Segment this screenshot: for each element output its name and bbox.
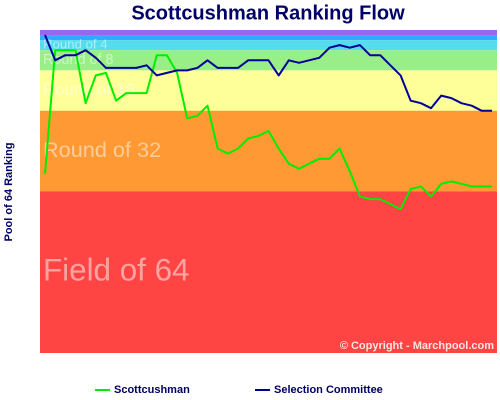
band-label: Round of 32 — [43, 137, 161, 162]
legend-label: Scottcushman — [114, 384, 190, 396]
copyright: © Copyright - Marchpool.com — [340, 340, 494, 352]
series-line — [44, 49, 492, 211]
band — [40, 110, 497, 192]
chart-title: Scottcushman Ranking Flow — [131, 2, 405, 24]
band — [40, 40, 497, 51]
band — [40, 35, 497, 41]
series-line — [44, 34, 492, 112]
band — [40, 30, 497, 36]
band-label: Field of 64 — [43, 253, 190, 288]
band-label: Round of 4 — [43, 37, 108, 52]
legend-label: Selection Committee — [274, 384, 383, 396]
band-label: Round of 16 — [43, 80, 135, 99]
y-axis-label: Pool of 64 Ranking — [3, 142, 15, 241]
band — [40, 191, 497, 353]
